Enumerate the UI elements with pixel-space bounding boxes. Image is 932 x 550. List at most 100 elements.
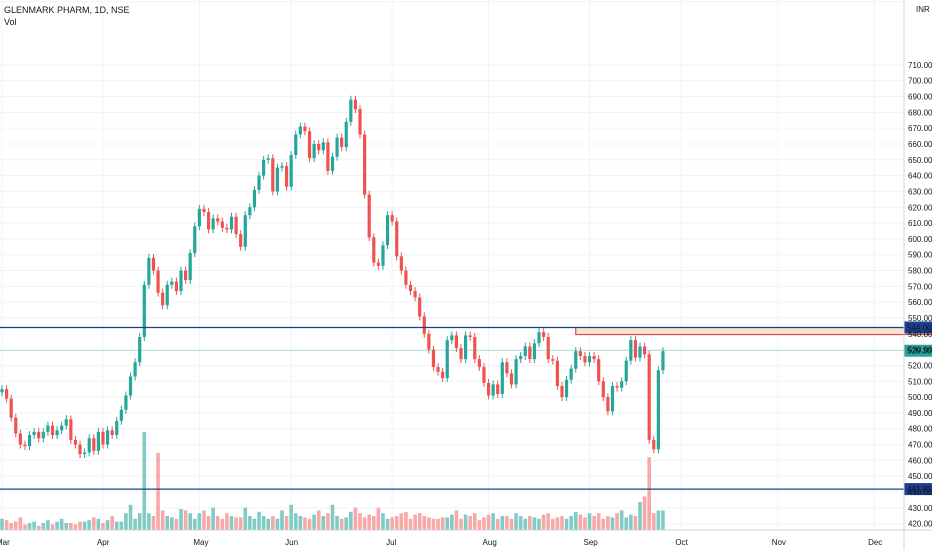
volume-bar bbox=[284, 516, 289, 530]
candle bbox=[156, 270, 160, 293]
candle bbox=[376, 262, 380, 266]
price-tick-label: 710.00 bbox=[908, 61, 932, 70]
volume-bar bbox=[569, 516, 573, 530]
candle bbox=[211, 218, 215, 230]
candle bbox=[101, 431, 105, 445]
volume-bar bbox=[202, 510, 206, 530]
volume-bar bbox=[46, 520, 50, 530]
candle bbox=[491, 384, 495, 396]
candle bbox=[179, 270, 183, 292]
candle bbox=[592, 355, 596, 360]
candle bbox=[151, 257, 156, 271]
volume-bar bbox=[96, 518, 101, 530]
time-tick-label: May bbox=[193, 538, 208, 547]
candle bbox=[445, 340, 449, 379]
volume-bar bbox=[486, 514, 491, 530]
volume-bar bbox=[298, 516, 303, 530]
volume-bar bbox=[183, 510, 188, 530]
candle bbox=[275, 167, 279, 192]
candle bbox=[303, 126, 307, 132]
volume-bar bbox=[495, 518, 500, 530]
candle bbox=[555, 360, 559, 387]
price-tick-label: 430.00 bbox=[908, 504, 932, 513]
volume-bar bbox=[592, 516, 596, 530]
time-tick-label: Dec bbox=[868, 538, 882, 547]
candle bbox=[73, 439, 78, 445]
candle bbox=[601, 381, 605, 398]
volume-bar bbox=[422, 516, 427, 530]
price-tick-label: 530.00 bbox=[908, 346, 932, 355]
volume-bar bbox=[601, 518, 606, 530]
candle bbox=[330, 156, 335, 171]
candle bbox=[408, 284, 413, 292]
candle bbox=[184, 270, 188, 281]
volume-bar bbox=[610, 517, 615, 530]
candle bbox=[505, 362, 509, 374]
volume-bar bbox=[18, 517, 23, 530]
candle bbox=[46, 425, 50, 432]
candle bbox=[459, 348, 463, 360]
candle bbox=[18, 433, 22, 445]
candle bbox=[615, 386, 619, 388]
candle bbox=[610, 386, 615, 412]
volume-bar bbox=[69, 523, 73, 530]
candle bbox=[390, 215, 394, 222]
candle bbox=[509, 373, 514, 385]
volume-bar bbox=[509, 518, 514, 530]
volume-bar bbox=[459, 518, 463, 530]
candle bbox=[225, 227, 229, 230]
volume-bar bbox=[619, 510, 624, 530]
volume-bar bbox=[642, 496, 647, 530]
candle bbox=[294, 134, 298, 156]
level-label: 544.00 bbox=[907, 323, 932, 332]
candle bbox=[170, 281, 174, 285]
volume-bar bbox=[238, 517, 243, 530]
volume-bar bbox=[197, 513, 202, 530]
candle bbox=[229, 216, 234, 230]
candle bbox=[385, 215, 390, 246]
candle bbox=[284, 166, 289, 187]
candle bbox=[436, 367, 440, 372]
volume-bar bbox=[413, 514, 417, 530]
volume-bar bbox=[335, 516, 339, 530]
volume-bar bbox=[417, 513, 422, 530]
price-tick-label: 590.00 bbox=[908, 251, 932, 260]
volume-bar bbox=[573, 511, 578, 530]
volume-bar bbox=[371, 516, 376, 530]
candle bbox=[174, 281, 179, 292]
candle bbox=[55, 430, 59, 436]
volume-bar bbox=[339, 518, 344, 530]
volume-bar bbox=[450, 514, 454, 530]
time-tick-label: Sep bbox=[584, 538, 599, 547]
candle bbox=[133, 362, 137, 377]
candle bbox=[280, 166, 284, 168]
price-tick-label: 580.00 bbox=[908, 267, 932, 276]
volume-bar bbox=[629, 514, 633, 530]
volume-bar bbox=[174, 518, 179, 530]
volume-bar bbox=[307, 518, 312, 530]
volume-bar bbox=[128, 504, 133, 530]
candle bbox=[138, 336, 142, 363]
candle bbox=[105, 430, 110, 445]
volume-bar bbox=[215, 516, 220, 530]
candle bbox=[564, 379, 569, 398]
volume-bar bbox=[463, 514, 468, 530]
volume-bar bbox=[243, 507, 248, 530]
candle bbox=[147, 257, 151, 285]
candle bbox=[468, 335, 472, 337]
volume-bar bbox=[528, 516, 532, 530]
volume-bar bbox=[394, 516, 399, 530]
price-tick-label: 600.00 bbox=[908, 235, 932, 244]
candle bbox=[647, 354, 651, 440]
volume-bar bbox=[523, 518, 528, 530]
time-tick-label: Aug bbox=[483, 538, 497, 547]
volume-bar bbox=[87, 520, 92, 530]
candle bbox=[78, 444, 82, 455]
candle bbox=[37, 431, 41, 439]
candle bbox=[335, 137, 339, 157]
chart-grid bbox=[0, 0, 904, 530]
volume-bar bbox=[64, 523, 69, 530]
candle bbox=[64, 419, 68, 426]
price-tick-label: 620.00 bbox=[908, 203, 932, 212]
